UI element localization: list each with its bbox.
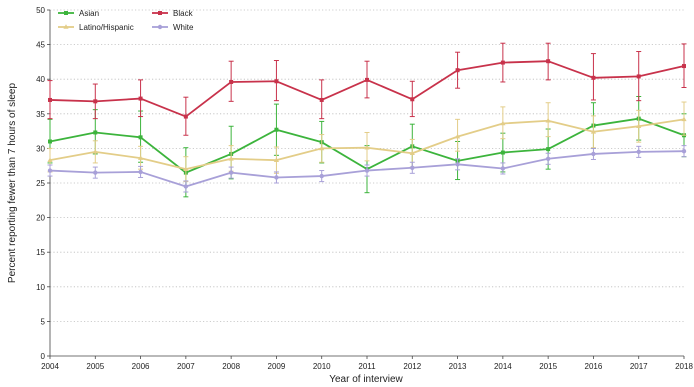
legend-swatch-marker — [64, 11, 68, 15]
data-point — [591, 75, 596, 80]
legend-item-latino-hispanic: Latino/Hispanic — [58, 23, 134, 32]
x-tick-label: 2018 — [675, 362, 693, 371]
data-point — [590, 128, 597, 134]
x-tick-label: 2013 — [449, 362, 467, 371]
axes: 0 5 10 15 20 25 30 35 40 45 50 2004 2005 2006 2007 2008… — [36, 6, 693, 371]
data-point — [183, 114, 188, 119]
y-tick-label: 45 — [36, 41, 45, 50]
legend-label: Black — [173, 9, 194, 18]
data-point — [47, 157, 53, 162]
data-point — [93, 170, 98, 175]
data-point — [183, 166, 189, 171]
data-point — [546, 59, 551, 64]
legend-swatch-marker — [158, 11, 162, 15]
data-point — [183, 184, 189, 189]
legend-label: White — [173, 23, 194, 32]
legend-swatch-marker — [157, 24, 163, 30]
series — [47, 42, 687, 198]
data-point — [545, 117, 551, 123]
data-point — [319, 173, 324, 179]
series-latino-hispanic — [47, 101, 687, 183]
data-point — [137, 155, 144, 160]
data-point — [455, 162, 460, 167]
data-point — [92, 149, 98, 154]
data-point — [500, 120, 506, 126]
data-point — [228, 155, 234, 161]
data-point — [500, 166, 506, 171]
y-tick-label: 35 — [36, 110, 45, 119]
x-tick-label: 2007 — [177, 362, 195, 371]
data-point — [138, 96, 143, 101]
x-tick-label: 2015 — [539, 362, 557, 371]
data-point — [455, 68, 460, 73]
x-axis-label: Year of interview — [329, 374, 403, 385]
data-point — [273, 157, 280, 162]
y-tick-label: 40 — [36, 75, 45, 84]
legend: Asian Black Latino/Hispanic White — [58, 9, 194, 32]
x-tick-label: 2010 — [313, 362, 331, 371]
data-point — [500, 60, 505, 65]
data-point — [546, 147, 551, 152]
data-point — [274, 79, 279, 84]
data-point — [319, 97, 324, 102]
x-tick-label: 2005 — [86, 362, 104, 371]
data-point — [682, 64, 686, 69]
y-tick-label: 25 — [36, 179, 45, 188]
series-white — [47, 145, 687, 193]
y-tick-label: 10 — [36, 283, 45, 292]
x-tick-label: 2004 — [41, 362, 59, 371]
data-point — [454, 133, 461, 139]
data-point — [47, 168, 53, 173]
legend-label: Latino/Hispanic — [79, 23, 134, 32]
data-point — [274, 127, 279, 132]
y-tick-label: 50 — [36, 6, 45, 15]
legend-item-white: White — [152, 23, 194, 32]
data-point — [681, 116, 687, 122]
data-point — [93, 99, 98, 104]
data-point — [410, 165, 415, 170]
x-tick-label: 2006 — [132, 362, 150, 371]
data-point — [636, 149, 641, 155]
series-black — [47, 42, 687, 136]
data-point — [591, 151, 596, 157]
data-point — [319, 145, 325, 151]
data-point — [138, 135, 143, 140]
y-tick-label: 15 — [36, 248, 45, 257]
legend-item-asian: Asian — [58, 9, 99, 18]
legend-item-black: Black — [152, 9, 194, 18]
data-point — [636, 74, 641, 79]
data-point — [48, 139, 52, 144]
x-tick-label: 2012 — [403, 362, 421, 371]
data-point — [228, 170, 234, 175]
x-tick-label: 2011 — [358, 362, 376, 371]
x-tick-label: 2009 — [268, 362, 286, 371]
y-tick-label: 20 — [36, 214, 45, 223]
y-tick-label: 5 — [41, 317, 46, 326]
y-tick-label: 0 — [41, 352, 46, 361]
data-point — [93, 130, 98, 135]
data-point — [229, 79, 234, 84]
data-point — [138, 169, 143, 175]
data-point — [364, 144, 370, 150]
y-axis-label: Percent reporting fewer than 7 hours of … — [7, 83, 18, 284]
data-point — [365, 77, 369, 82]
data-point — [545, 156, 551, 161]
data-point — [636, 123, 642, 129]
x-tick-label: 2014 — [494, 362, 512, 371]
y-tick-label: 30 — [36, 144, 45, 153]
data-point — [409, 150, 415, 156]
data-point — [410, 97, 415, 102]
x-tick-label: 2008 — [222, 362, 240, 371]
legend-swatch-marker — [63, 24, 69, 29]
legend-label: Asian — [79, 9, 99, 18]
x-tick-label: 2016 — [585, 362, 603, 371]
data-point — [48, 97, 52, 102]
data-point — [681, 148, 687, 154]
x-tick-label: 2017 — [630, 362, 648, 371]
data-point — [364, 168, 370, 173]
data-point — [274, 175, 279, 180]
data-point — [500, 150, 505, 155]
